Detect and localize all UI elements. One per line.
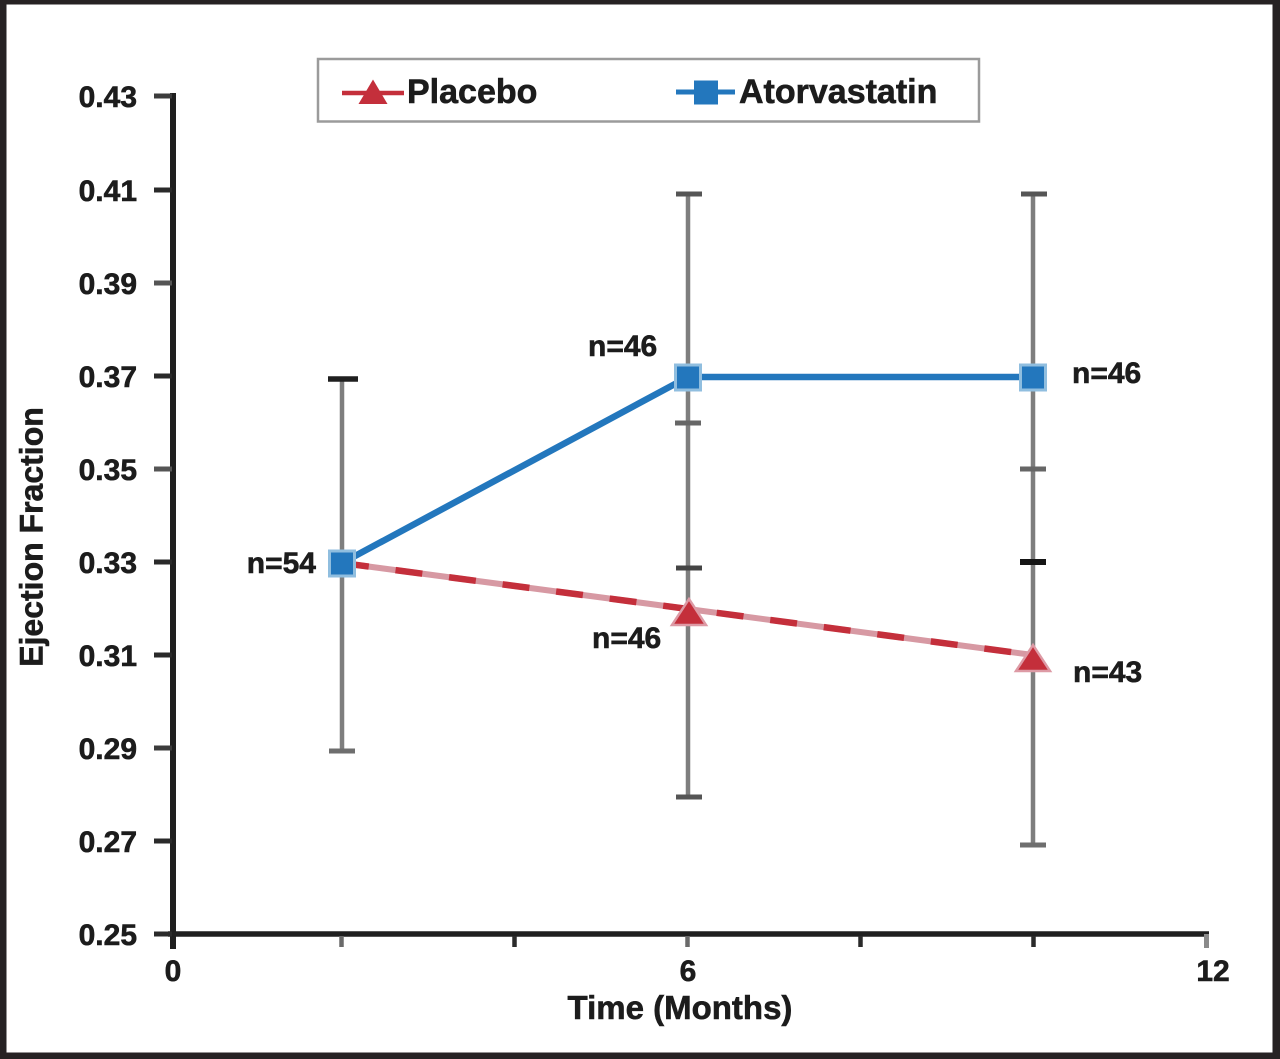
svg-text:0.25: 0.25 [79, 919, 137, 952]
svg-text:n=43: n=43 [1073, 656, 1142, 689]
svg-text:6: 6 [680, 955, 697, 988]
svg-text:0.41: 0.41 [79, 175, 137, 208]
svg-text:0.27: 0.27 [79, 826, 137, 859]
svg-text:n=46: n=46 [592, 622, 661, 655]
svg-text:Time (Months): Time (Months) [568, 989, 793, 1026]
svg-text:0: 0 [165, 955, 182, 988]
svg-text:0.43: 0.43 [79, 81, 137, 114]
svg-text:0.35: 0.35 [79, 454, 137, 487]
svg-text:Atorvastatin: Atorvastatin [739, 73, 937, 111]
svg-text:n=46: n=46 [1072, 357, 1141, 390]
svg-text:12: 12 [1196, 955, 1229, 988]
svg-text:0.33: 0.33 [79, 547, 137, 580]
svg-text:n=54: n=54 [247, 547, 317, 580]
svg-text:0.31: 0.31 [79, 640, 137, 673]
svg-text:0.29: 0.29 [79, 733, 137, 766]
svg-text:Placebo: Placebo [407, 73, 537, 111]
svg-text:0.39: 0.39 [79, 268, 137, 301]
svg-text:0.37: 0.37 [79, 361, 137, 394]
svg-text:n=46: n=46 [588, 330, 657, 363]
svg-text:Ejection Fraction: Ejection Fraction [14, 407, 50, 667]
